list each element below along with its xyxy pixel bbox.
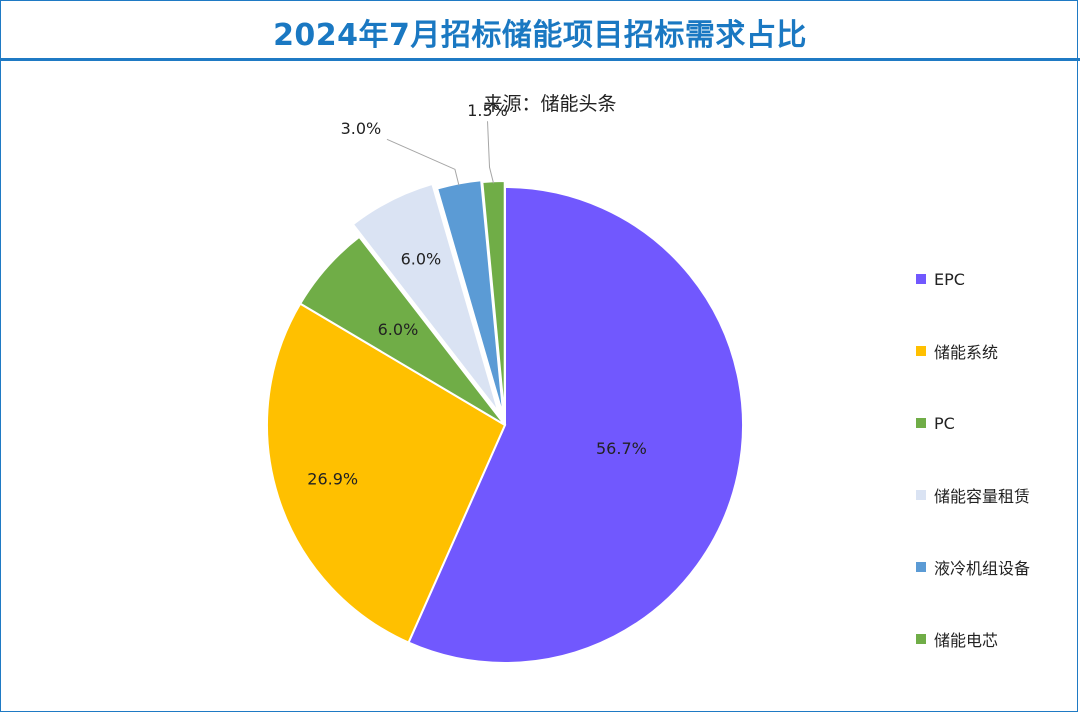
legend-label: 储能容量租赁 [934,487,1031,506]
legend-label: 储能电芯 [934,631,999,650]
leader-line-液冷机组设备 [386,138,460,186]
data-label-储能容量租赁: 6.0% [401,249,442,268]
legend-item-储能容量租赁: 储能容量租赁 [916,482,1030,508]
leader-line-储能电芯 [487,121,495,184]
data-label-储能电芯: 1.5% [467,101,508,120]
pie-slice-储能系统 [266,302,507,644]
legend-label: EPC [934,269,965,289]
data-label-液冷机组设备: 3.0% [341,119,382,138]
chart-title: 2024年7月招标储能项目招标需求占比 [273,18,807,53]
data-label-epc: 56.7% [596,439,647,458]
legend-label: 储能系统 [934,343,999,362]
pie-slice-epc [407,185,744,664]
legend-label: PC [934,413,955,433]
legend-swatch [916,274,926,284]
pie-slice-储能容量租赁 [351,182,500,414]
legend-swatch [916,418,926,428]
legend-item-储能电芯: 储能电芯 [916,626,1030,652]
legend-swatch [916,562,926,572]
legend-swatch [916,490,926,500]
data-label-pc: 6.0% [378,320,419,339]
legend-label: 液冷机组设备 [934,559,1031,578]
legend-swatch [916,346,926,356]
legend-item-储能系统: 储能系统 [916,338,1030,364]
legend-item-epc: EPC [916,266,1030,292]
pie-slice-pc [298,235,506,426]
legend-swatch [916,634,926,644]
legend-item-pc: PC [916,410,1030,436]
data-label-储能系统: 26.9% [307,470,358,489]
chart-subtitle: 来源：储能头条 [483,93,617,115]
chart-legend: EPC 储能系统 PC 储能容量租赁 液冷机组设备 储能电芯 [916,266,1030,698]
legend-item-液冷机组设备: 液冷机组设备 [916,554,1030,580]
title-divider [0,58,1080,61]
